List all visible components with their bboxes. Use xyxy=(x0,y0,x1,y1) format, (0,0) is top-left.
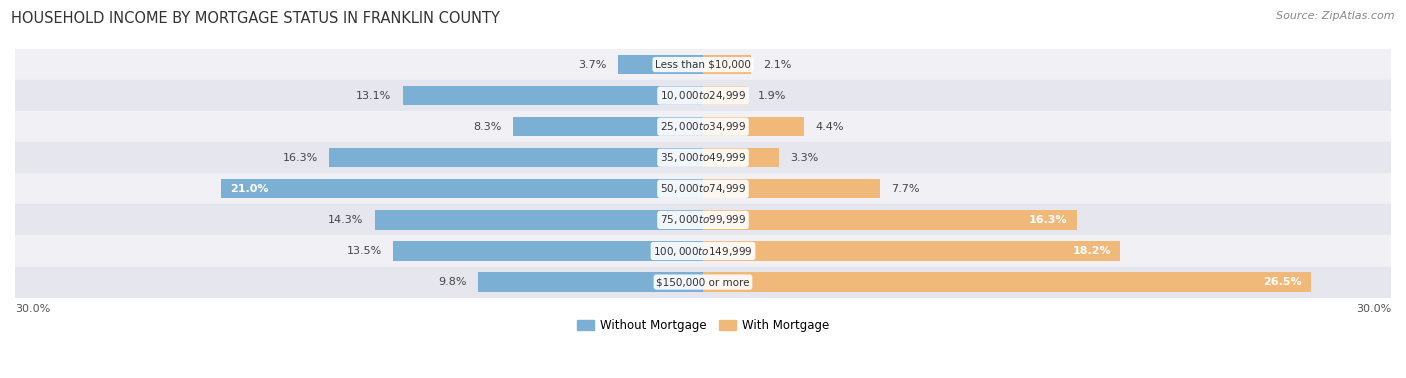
Bar xyxy=(703,242,1121,261)
Text: $25,000 to $34,999: $25,000 to $34,999 xyxy=(659,120,747,133)
Bar xyxy=(703,273,1310,292)
Text: 2.1%: 2.1% xyxy=(762,60,792,70)
Bar xyxy=(15,204,1391,235)
Bar xyxy=(703,210,1077,229)
Bar xyxy=(15,266,1391,297)
Text: $50,000 to $74,999: $50,000 to $74,999 xyxy=(659,182,747,195)
Bar xyxy=(15,49,1391,80)
Bar xyxy=(375,210,703,229)
Text: $100,000 to $149,999: $100,000 to $149,999 xyxy=(654,245,752,257)
Bar xyxy=(703,117,804,136)
Bar xyxy=(513,117,703,136)
Text: 7.7%: 7.7% xyxy=(891,184,920,194)
Text: 4.4%: 4.4% xyxy=(815,122,844,132)
Bar xyxy=(221,179,703,198)
Text: 13.5%: 13.5% xyxy=(347,246,382,256)
Text: 14.3%: 14.3% xyxy=(328,215,364,225)
Text: $10,000 to $24,999: $10,000 to $24,999 xyxy=(659,89,747,102)
Text: 3.7%: 3.7% xyxy=(578,60,606,70)
Text: Less than $10,000: Less than $10,000 xyxy=(655,60,751,70)
Bar xyxy=(703,179,880,198)
Bar xyxy=(394,242,703,261)
Text: 3.3%: 3.3% xyxy=(790,153,818,163)
Text: 21.0%: 21.0% xyxy=(231,184,269,194)
Text: $75,000 to $99,999: $75,000 to $99,999 xyxy=(659,214,747,226)
Text: Source: ZipAtlas.com: Source: ZipAtlas.com xyxy=(1277,11,1395,21)
Text: 16.3%: 16.3% xyxy=(283,153,318,163)
Text: 1.9%: 1.9% xyxy=(758,91,786,101)
Bar xyxy=(15,235,1391,266)
Bar xyxy=(478,273,703,292)
Text: HOUSEHOLD INCOME BY MORTGAGE STATUS IN FRANKLIN COUNTY: HOUSEHOLD INCOME BY MORTGAGE STATUS IN F… xyxy=(11,11,501,26)
Bar xyxy=(15,142,1391,174)
Text: 16.3%: 16.3% xyxy=(1029,215,1067,225)
Text: $35,000 to $49,999: $35,000 to $49,999 xyxy=(659,151,747,164)
Legend: Without Mortgage, With Mortgage: Without Mortgage, With Mortgage xyxy=(572,314,834,336)
Bar xyxy=(703,55,751,74)
Text: 18.2%: 18.2% xyxy=(1073,246,1111,256)
Bar xyxy=(619,55,703,74)
Bar xyxy=(15,80,1391,111)
Text: 13.1%: 13.1% xyxy=(356,91,391,101)
Bar xyxy=(329,148,703,167)
Text: 8.3%: 8.3% xyxy=(472,122,501,132)
Text: 26.5%: 26.5% xyxy=(1263,277,1302,287)
Text: 30.0%: 30.0% xyxy=(15,304,51,314)
Bar xyxy=(402,86,703,105)
Text: 30.0%: 30.0% xyxy=(1355,304,1391,314)
Bar xyxy=(15,174,1391,204)
Bar xyxy=(15,111,1391,142)
Bar xyxy=(703,148,779,167)
Text: 9.8%: 9.8% xyxy=(439,277,467,287)
Text: $150,000 or more: $150,000 or more xyxy=(657,277,749,287)
Bar xyxy=(703,86,747,105)
